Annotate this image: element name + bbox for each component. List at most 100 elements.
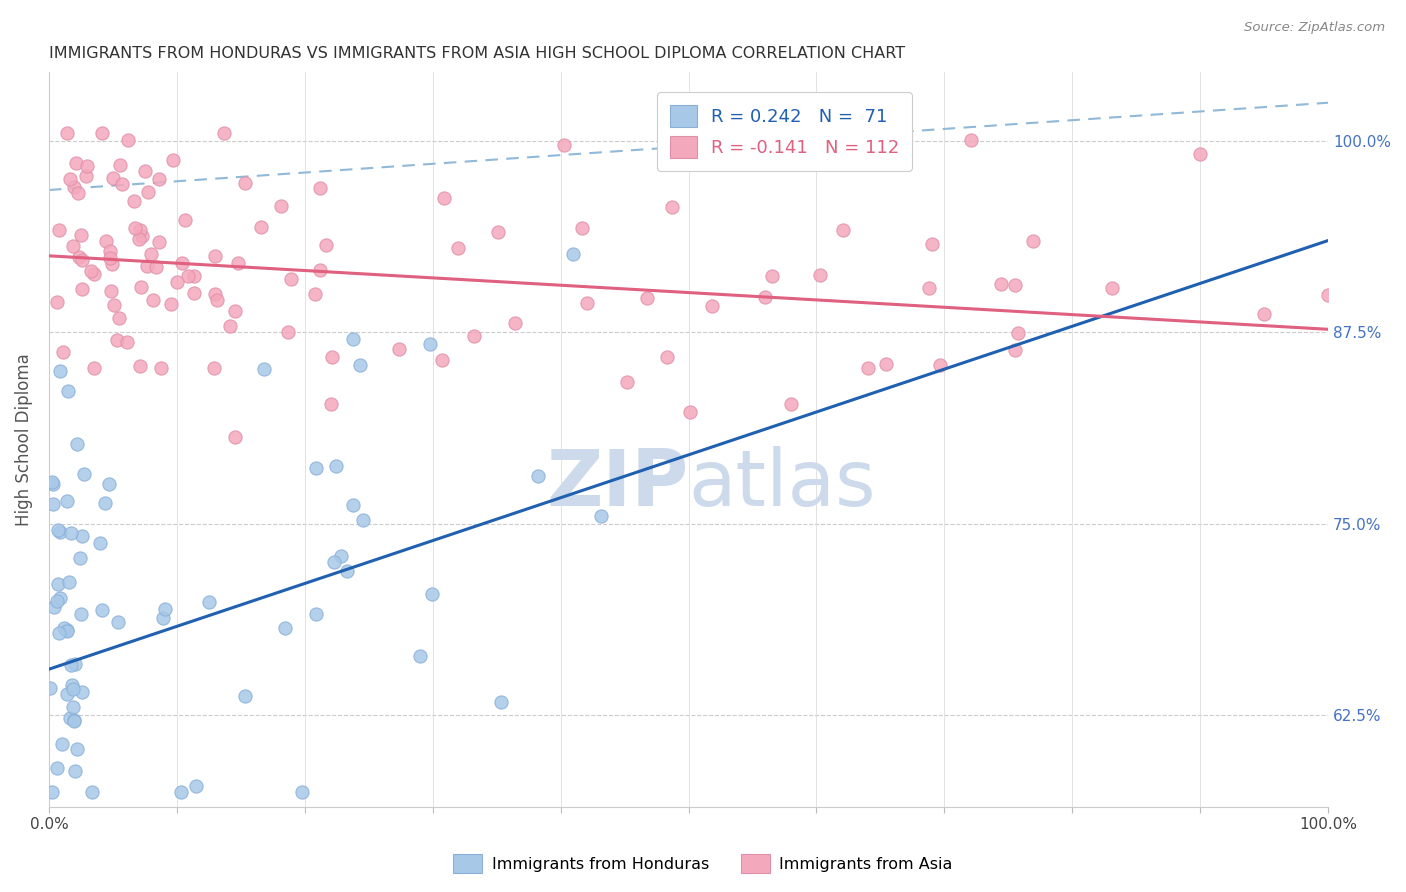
Point	[779, 397, 801, 411]
Point	[856, 361, 879, 376]
Point	[219, 319, 242, 334]
Point	[62, 678, 84, 692]
Point	[270, 199, 292, 213]
Text: Source: ZipAtlas.com: Source: ZipAtlas.com	[1244, 21, 1385, 34]
Point	[342, 499, 364, 513]
Point	[325, 459, 347, 474]
Point	[55, 624, 77, 639]
Point	[1253, 307, 1275, 321]
Point	[41, 785, 63, 799]
Y-axis label: High School Diploma: High School Diploma	[15, 353, 32, 526]
Point	[63, 713, 86, 727]
Point	[250, 219, 273, 234]
Point	[46, 523, 69, 537]
Point	[409, 648, 432, 663]
Point	[321, 350, 343, 364]
Point	[59, 171, 82, 186]
Point	[101, 171, 124, 186]
Point	[233, 689, 256, 703]
Point	[202, 360, 225, 375]
Point	[197, 595, 219, 609]
Point	[700, 299, 723, 313]
Legend: Immigrants from Honduras, Immigrants from Asia: Immigrants from Honduras, Immigrants fro…	[447, 847, 959, 880]
Point	[142, 293, 165, 307]
Legend: R = 0.242   N =  71, R = -0.141   N = 112: R = 0.242 N = 71, R = -0.141 N = 112	[657, 92, 912, 170]
Point	[489, 695, 512, 709]
Point	[70, 528, 93, 542]
Point	[63, 714, 86, 728]
Point	[990, 277, 1012, 292]
Point	[430, 352, 453, 367]
Point	[56, 494, 79, 508]
Point	[48, 591, 70, 605]
Point	[177, 268, 200, 283]
Point	[329, 549, 352, 564]
Point	[309, 262, 332, 277]
Point	[183, 269, 205, 284]
Point	[571, 221, 593, 235]
Point	[145, 260, 167, 274]
Point	[1317, 288, 1340, 302]
Point	[100, 284, 122, 298]
Point	[59, 525, 82, 540]
Point	[183, 286, 205, 301]
Point	[51, 737, 73, 751]
Point	[319, 397, 342, 411]
Point	[160, 297, 183, 311]
Point	[105, 334, 128, 348]
Point	[277, 325, 299, 339]
Point	[128, 222, 150, 236]
Point	[91, 603, 114, 617]
Point	[226, 256, 249, 270]
Point	[349, 358, 371, 372]
Point	[761, 268, 783, 283]
Point	[97, 476, 120, 491]
Point	[55, 126, 77, 140]
Point	[959, 133, 981, 147]
Point	[172, 256, 194, 270]
Point	[305, 461, 328, 475]
Point	[56, 687, 79, 701]
Point	[48, 223, 70, 237]
Point	[152, 611, 174, 625]
Point	[94, 496, 117, 510]
Point	[70, 282, 93, 296]
Point	[98, 251, 121, 265]
Point	[352, 512, 374, 526]
Point	[83, 267, 105, 281]
Point	[128, 232, 150, 246]
Text: atlas: atlas	[689, 446, 876, 522]
Point	[553, 137, 575, 152]
Point	[420, 587, 443, 601]
Point	[1004, 343, 1026, 357]
Point	[875, 357, 897, 371]
Point	[575, 296, 598, 310]
Point	[136, 260, 159, 274]
Point	[148, 235, 170, 249]
Point	[108, 158, 131, 172]
Point	[96, 234, 118, 248]
Point	[98, 244, 121, 259]
Point	[388, 343, 411, 357]
Point	[274, 621, 297, 635]
Point	[48, 626, 70, 640]
Point	[75, 169, 97, 183]
Point	[212, 126, 235, 140]
Point	[128, 359, 150, 374]
Point	[59, 658, 82, 673]
Point	[70, 253, 93, 268]
Point	[89, 536, 111, 550]
Point	[70, 684, 93, 698]
Point	[65, 156, 87, 170]
Point	[107, 615, 129, 629]
Point	[336, 564, 359, 578]
Point	[162, 153, 184, 167]
Point	[153, 602, 176, 616]
Point	[184, 779, 207, 793]
Point	[108, 310, 131, 325]
Point	[921, 237, 943, 252]
Point	[39, 681, 62, 696]
Point	[129, 279, 152, 293]
Point	[124, 220, 146, 235]
Point	[52, 345, 75, 359]
